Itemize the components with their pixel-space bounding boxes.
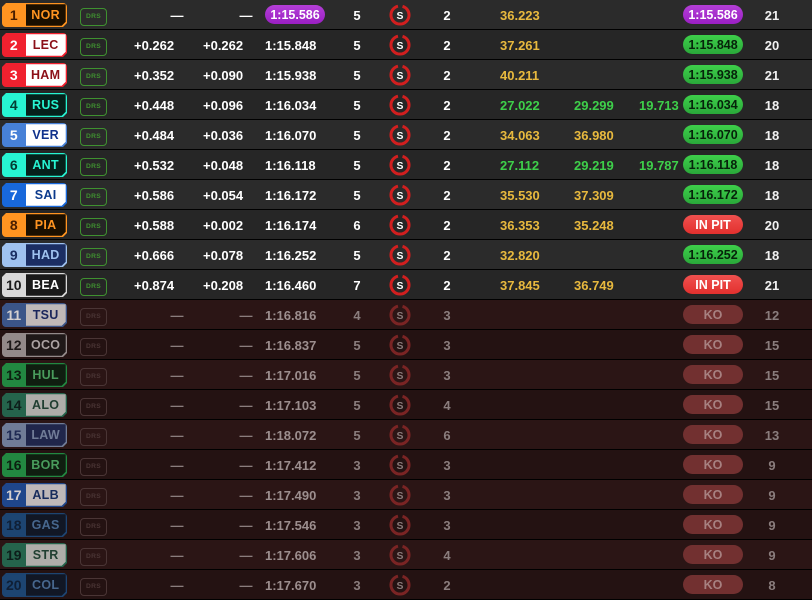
- svg-text:S: S: [397, 71, 404, 82]
- svg-text:S: S: [397, 431, 404, 442]
- svg-text:S: S: [397, 341, 404, 352]
- svg-text:S: S: [397, 251, 404, 262]
- svg-text:S: S: [397, 221, 404, 232]
- svg-text:S: S: [397, 551, 404, 562]
- svg-text:S: S: [397, 461, 404, 472]
- svg-text:S: S: [397, 371, 404, 382]
- svg-text:S: S: [397, 311, 404, 322]
- svg-text:S: S: [397, 41, 404, 52]
- svg-text:S: S: [397, 401, 404, 412]
- svg-text:S: S: [397, 491, 404, 502]
- svg-text:S: S: [397, 101, 404, 112]
- svg-text:S: S: [397, 581, 404, 592]
- svg-text:S: S: [397, 191, 404, 202]
- svg-text:S: S: [397, 131, 404, 142]
- svg-text:S: S: [397, 281, 404, 292]
- svg-text:S: S: [397, 11, 404, 22]
- svg-text:S: S: [397, 161, 404, 172]
- svg-text:S: S: [397, 521, 404, 532]
